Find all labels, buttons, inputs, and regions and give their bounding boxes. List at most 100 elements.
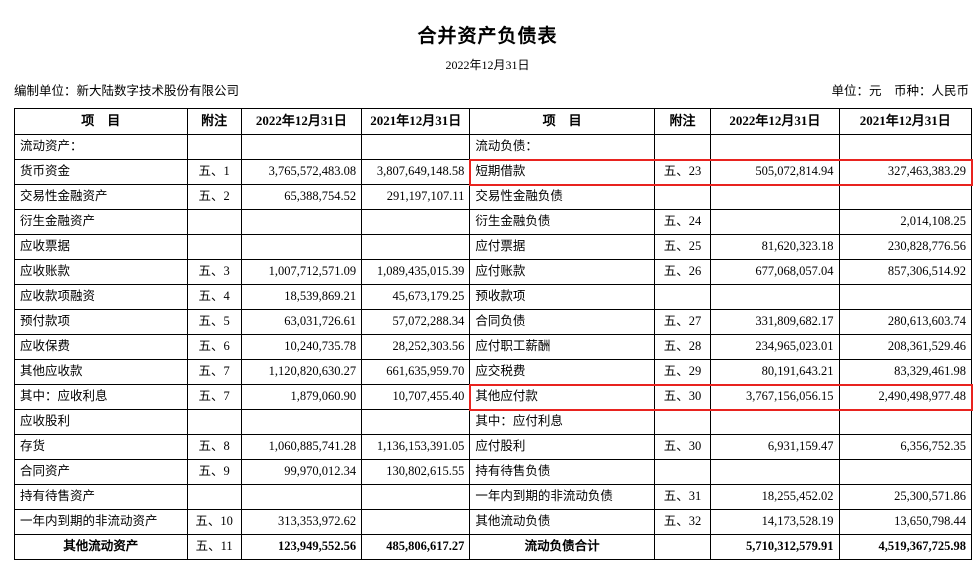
asset-note-ref: 五、5 (186, 309, 242, 335)
liability-note-ref: 五、30 (653, 384, 712, 410)
liability-note-ref: 五、26 (653, 259, 712, 285)
asset-value-2022: 18,539,869.21 (240, 284, 363, 310)
liability-value-2022: 14,173,528.19 (710, 509, 840, 535)
table-row: 应收保费 五、6 10,240,735.78 28,252,303.56 应付职工薪酬五… (14, 334, 973, 360)
liability-note-ref (653, 284, 712, 310)
asset-item-label: 应收股利 (14, 409, 188, 435)
asset-note-ref: 五、6 (186, 334, 242, 360)
asset-note-ref: 五、9 (186, 459, 242, 485)
liability-value-2021: 280,613,603.74 (838, 309, 973, 335)
liability-item-label: 持有待售负债 (469, 459, 655, 485)
asset-item-label: 一年内到期的非流动资产 (14, 509, 188, 535)
liability-item-label: 流动负债合计 (469, 534, 655, 560)
header-note-liabilities: 附注 (653, 108, 712, 135)
asset-value-2021 (361, 509, 471, 535)
liability-note-ref (653, 409, 712, 435)
liability-note-ref: 五、23 (653, 159, 712, 185)
liability-value-2021 (838, 184, 973, 210)
asset-value-2021: 1,089,435,015.39 (361, 259, 471, 285)
liability-note-ref: 五、24 (653, 209, 712, 235)
balance-sheet-table: 项 目 附注 2022年12月31日 2021年12月31日 项 目 附注 20… (14, 108, 973, 560)
liability-value-2022 (710, 284, 840, 310)
liability-value-2022: 234,965,023.01 (710, 334, 840, 360)
table-row: 其他流动资产 五、11 123,949,552.56 485,806,617.27 流动… (14, 534, 973, 560)
liability-note-ref (653, 184, 712, 210)
asset-value-2021: 661,635,959.70 (361, 359, 471, 385)
asset-note-ref: 五、10 (186, 509, 242, 535)
asset-item-label: 衍生金融资产 (14, 209, 188, 235)
asset-value-2022: 1,879,060.90 (240, 384, 363, 410)
table-header-row: 项 目 附注 2022年12月31日 2021年12月31日 项 目 附注 20… (14, 108, 973, 135)
liability-item-label: 应付职工薪酬 (469, 334, 655, 360)
asset-value-2022: 1,120,820,630.27 (240, 359, 363, 385)
liability-item-label: 其他应付款 (469, 384, 655, 410)
table-row: 应收账款 五、3 1,007,712,571.09 1,089,435,015.39 应… (14, 259, 973, 285)
asset-item-label: 货币资金 (14, 159, 188, 185)
liability-value-2021 (838, 134, 973, 160)
asset-value-2022: 1,060,885,741.28 (240, 434, 363, 460)
table-row: 交易性金融资产 五、2 65,388,754.52 291,197,107.11 交易性… (14, 184, 973, 210)
asset-note-ref (186, 484, 242, 510)
liability-item-label: 应付账款 (469, 259, 655, 285)
asset-item-label: 其他应收款 (14, 359, 188, 385)
liability-value-2022: 677,068,057.04 (710, 259, 840, 285)
asset-value-2021: 45,673,179.25 (361, 284, 471, 310)
table-row: 其他应收款 五、7 1,120,820,630.27 661,635,959.70 应交… (14, 359, 973, 385)
liability-value-2022: 505,072,814.94 (710, 159, 840, 185)
asset-value-2022: 10,240,735.78 (240, 334, 363, 360)
asset-value-2022: 65,388,754.52 (240, 184, 363, 210)
asset-value-2021: 291,197,107.11 (361, 184, 471, 210)
asset-value-2021 (361, 234, 471, 260)
asset-value-2021: 28,252,303.56 (361, 334, 471, 360)
asset-note-ref (186, 209, 242, 235)
asset-value-2021: 10,707,455.40 (361, 384, 471, 410)
liability-item-label: 流动负债： (469, 134, 655, 160)
liability-value-2022: 80,191,643.21 (710, 359, 840, 385)
asset-value-2022: 3,765,572,483.08 (240, 159, 363, 185)
header-2021-liabilities: 2021年12月31日 (838, 108, 973, 135)
asset-item-label: 预付款项 (14, 309, 188, 335)
liability-note-ref: 五、25 (653, 234, 712, 260)
asset-value-2022 (240, 134, 363, 160)
liability-value-2021 (838, 409, 973, 435)
liability-value-2022 (710, 209, 840, 235)
liability-value-2021: 25,300,571.86 (838, 484, 973, 510)
liability-item-label: 预收款项 (469, 284, 655, 310)
report-date: 2022年12月31日 (445, 57, 530, 72)
liability-value-2021: 2,490,498,977.48 (838, 384, 973, 410)
liability-item-label: 合同负债 (469, 309, 655, 335)
header-2022-assets: 2022年12月31日 (240, 108, 363, 135)
liability-note-ref: 五、27 (653, 309, 712, 335)
page-title: 合并资产负债表 (417, 26, 558, 47)
liability-value-2022 (710, 134, 840, 160)
liability-value-2022: 331,809,682.17 (710, 309, 840, 335)
preparer-label: 编制单位：新大陆数字技术股份有限公司 (14, 84, 240, 99)
liability-value-2021: 230,828,776.56 (838, 234, 973, 260)
asset-item-label: 其中：应收利息 (14, 384, 188, 410)
liability-item-label: 其中：应付利息 (469, 409, 655, 435)
asset-item-label: 应收保费 (14, 334, 188, 360)
asset-note-ref: 五、11 (186, 534, 242, 560)
header-2021-assets: 2021年12月31日 (361, 108, 471, 135)
asset-value-2021: 485,806,617.27 (361, 534, 471, 560)
asset-item-label: 存货 (14, 434, 188, 460)
liability-value-2021 (838, 284, 973, 310)
liability-note-ref: 五、30 (653, 434, 712, 460)
asset-value-2022: 99,970,012.34 (240, 459, 363, 485)
asset-value-2021 (361, 134, 471, 160)
asset-note-ref: 五、1 (186, 159, 242, 185)
asset-item-label: 其他流动资产 (14, 534, 188, 560)
liability-item-label: 其他流动负债 (469, 509, 655, 535)
asset-item-label: 合同资产 (14, 459, 188, 485)
units-label: 单位：元 币种：人民币 (831, 84, 969, 99)
liability-item-label: 衍生金融负债 (469, 209, 655, 235)
asset-value-2021 (361, 409, 471, 435)
liability-value-2021: 13,650,798.44 (838, 509, 973, 535)
asset-value-2022 (240, 484, 363, 510)
table-body: 流动资产： 流动负债： 货币资金 五、1 3,765,572,483.08 3,807,6… (14, 134, 973, 560)
asset-note-ref (186, 134, 242, 160)
liability-value-2022 (710, 184, 840, 210)
asset-value-2022: 1,007,712,571.09 (240, 259, 363, 285)
liability-note-ref: 五、32 (653, 509, 712, 535)
